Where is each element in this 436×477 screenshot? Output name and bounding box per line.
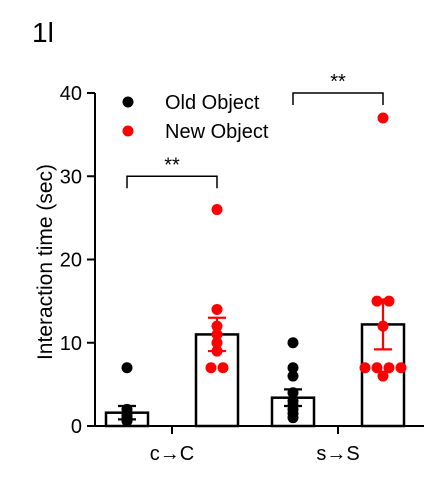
data-point [211,337,223,349]
data-point [287,337,299,349]
data-point [383,295,395,307]
data-point [371,295,383,307]
data-point [287,387,299,399]
data-point [359,362,371,374]
y-tick-label: 0 [71,416,82,438]
legend-marker [122,125,134,137]
data-point [377,370,389,382]
y-axis-label: Interaction time (sec) [34,164,57,360]
significance-label: ** [330,71,346,93]
data-point [205,362,217,374]
x-tick-label: c→C [150,443,194,465]
data-point [377,320,389,332]
data-point [377,112,389,124]
data-point [287,370,299,382]
data-point [287,395,299,407]
significance-label: ** [164,154,180,176]
data-point [211,303,223,315]
data-point [211,328,223,340]
y-tick-label: 10 [60,333,82,355]
plot-area: 0 10 20 30 40 c→C s→S Old Object New Object ** ** [60,71,424,465]
data-point [371,362,383,374]
legend-label: New Object [165,121,269,143]
data-point [287,362,299,374]
legend-label: Old Object [165,92,260,114]
y-tick-label: 40 [60,83,82,105]
y-tick-label: 20 [60,250,82,272]
legend-marker [122,96,134,108]
y-tick-label: 30 [60,166,82,188]
data-point [121,403,133,415]
x-tick-label: s→S [316,443,359,465]
data-point [211,204,223,216]
data-point [217,362,229,374]
significance-bracket [292,92,384,105]
data-point [211,345,223,357]
data-point [121,362,133,374]
significance-bracket [126,175,218,189]
data-point [211,320,223,332]
panel-label: 1l [32,17,54,48]
data-point [383,362,395,374]
data-point [395,362,407,374]
